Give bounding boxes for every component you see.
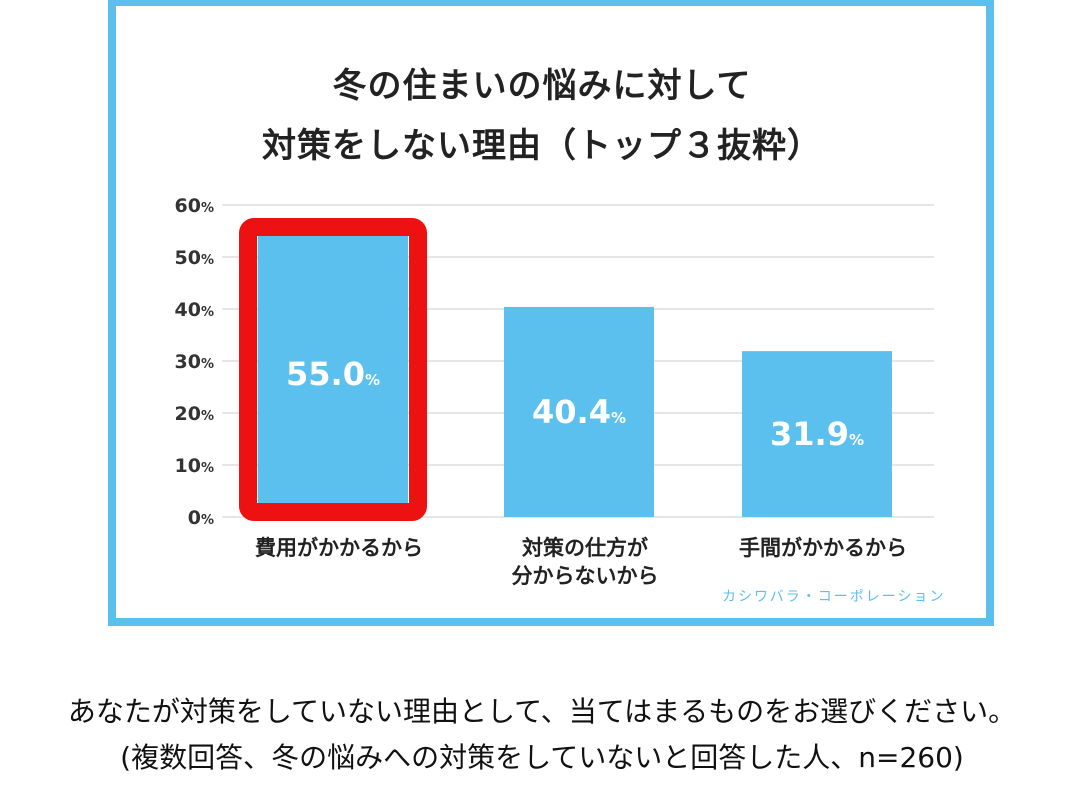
data-label: 55.0%: [286, 355, 380, 393]
bar: [504, 306, 654, 517]
highlight-box: [239, 218, 427, 521]
y-tick-label: 0%: [188, 507, 214, 529]
category-label: 手間がかかるから: [739, 536, 907, 560]
y-tick-label: 10%: [175, 455, 214, 477]
y-tick-label: 20%: [175, 403, 214, 425]
bar-chart: 0% 10% 20% 30% 40% 50% 60% 55.0% 費用がかかるから 40.4% 対策…: [175, 195, 934, 588]
y-tick-label: 60%: [175, 195, 214, 217]
survey-question: あなたが対策をしていない理由として、当てはまるものをお選びください。: [67, 695, 1017, 728]
data-label: 31.9%: [770, 415, 864, 453]
category-label: 費用がかかるから: [255, 536, 423, 560]
bar: [742, 351, 892, 517]
survey-note: (複数回答、冬の悩みへの対策をしていないと回答した人、n=260): [120, 741, 964, 774]
data-label: 40.4%: [532, 393, 626, 431]
source-credit: カシワバラ・コーポレーション: [722, 589, 946, 605]
bar: [258, 231, 408, 517]
category-label: 分からないから: [512, 564, 659, 588]
y-tick-label: 40%: [175, 299, 214, 321]
category-label: 対策の仕方が: [522, 536, 648, 560]
chart-title-line2: 対策をしない理由（トップ３抜粋）: [262, 126, 822, 166]
y-tick-label: 30%: [175, 351, 214, 373]
chart-title-line1: 冬の住まいの悩みに対して: [332, 66, 752, 106]
y-tick-label: 50%: [175, 247, 214, 269]
